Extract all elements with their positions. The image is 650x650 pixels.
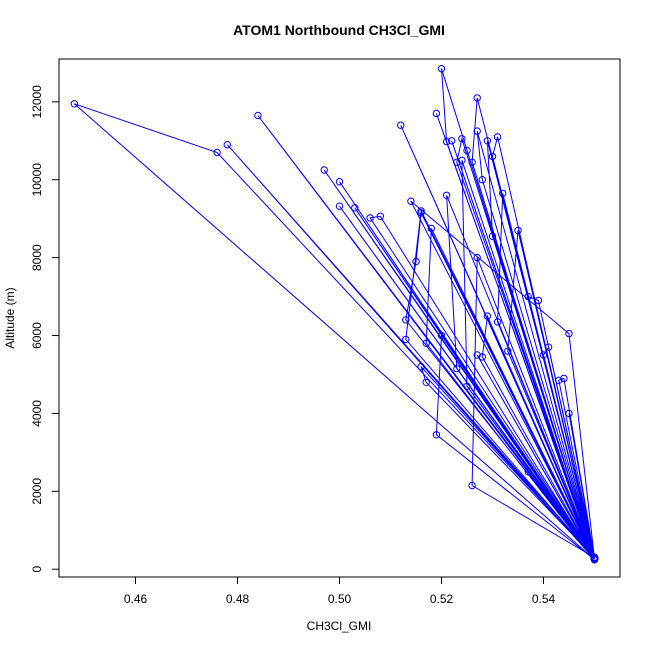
series-line — [73, 68, 595, 560]
data-point — [565, 409, 573, 418]
data-point — [463, 382, 471, 390]
data-point — [412, 257, 420, 266]
y-axis: 0 2000 4000 6000 8000 10000 12000 — [30, 85, 60, 573]
data-point — [335, 202, 344, 210]
data-point — [70, 100, 79, 108]
data-point — [514, 226, 522, 235]
x-tick-label: 0.46 — [124, 592, 148, 606]
data-point — [473, 351, 481, 359]
data-point — [555, 376, 563, 384]
data-point — [458, 135, 466, 143]
data-point — [493, 133, 502, 141]
x-tick-label: 0.50 — [328, 592, 352, 606]
data-point — [534, 296, 543, 305]
data-point — [437, 331, 446, 340]
y-tick-label: 6000 — [30, 322, 44, 349]
x-axis: 0.46 0.48 0.50 0.52 0.54 — [124, 576, 556, 606]
data-point — [366, 214, 374, 222]
chart-title: ATOM1 Northbound CH3Cl_GMI — [233, 22, 445, 38]
data-point — [376, 212, 384, 221]
data-point — [335, 178, 344, 186]
y-tick-label: 0 — [30, 566, 44, 573]
data-point — [442, 191, 451, 200]
data-point — [473, 127, 481, 135]
data-point — [422, 378, 430, 386]
x-tick-label: 0.48 — [226, 592, 250, 606]
data-point — [417, 363, 425, 371]
x-axis-title: CH3Cl_GMI — [307, 619, 372, 633]
y-axis-title: Altitude (m) — [3, 287, 17, 348]
data-point — [254, 111, 262, 120]
data-point — [442, 137, 451, 146]
data-point — [453, 158, 461, 166]
data-point — [427, 224, 435, 233]
data-point — [560, 374, 568, 383]
data-point — [565, 329, 573, 338]
series-layer — [70, 65, 599, 564]
data-point — [463, 146, 471, 155]
data-point — [539, 351, 548, 359]
data-point — [488, 152, 497, 161]
data-point — [351, 204, 359, 212]
data-point — [468, 481, 476, 490]
data-point — [422, 339, 430, 347]
data-point — [590, 554, 599, 562]
data-point — [437, 65, 446, 73]
data-point — [448, 137, 456, 145]
data-point — [453, 364, 461, 373]
data-point — [544, 343, 553, 351]
y-tick-label: 10000 — [30, 163, 44, 197]
data-point — [488, 232, 497, 240]
data-point — [524, 292, 532, 301]
data-point — [417, 207, 425, 215]
x-tick-label: 0.52 — [430, 592, 454, 606]
data-point — [402, 316, 410, 324]
data-point — [504, 347, 512, 355]
data-point — [493, 318, 502, 326]
y-tick-label: 12000 — [30, 85, 44, 119]
data-point — [483, 137, 492, 145]
data-point — [473, 94, 481, 102]
x-tick-label: 0.54 — [532, 592, 556, 606]
data-point — [397, 121, 405, 129]
data-point — [432, 109, 441, 118]
data-point — [458, 156, 466, 165]
data-point — [499, 189, 507, 198]
y-tick-label: 8000 — [30, 244, 44, 271]
data-point — [223, 141, 232, 149]
data-point — [478, 353, 486, 361]
data-point — [524, 468, 532, 476]
y-tick-label: 2000 — [30, 478, 44, 505]
data-point — [483, 312, 492, 320]
data-point — [432, 431, 441, 439]
y-tick-label: 4000 — [30, 400, 44, 427]
data-point — [402, 335, 410, 344]
data-point — [417, 209, 425, 217]
data-point — [407, 197, 415, 205]
data-point — [320, 166, 328, 174]
plot-frame — [58, 58, 621, 578]
data-point — [473, 253, 481, 262]
data-point — [478, 176, 486, 184]
data-point — [468, 158, 476, 166]
data-point — [213, 148, 221, 157]
